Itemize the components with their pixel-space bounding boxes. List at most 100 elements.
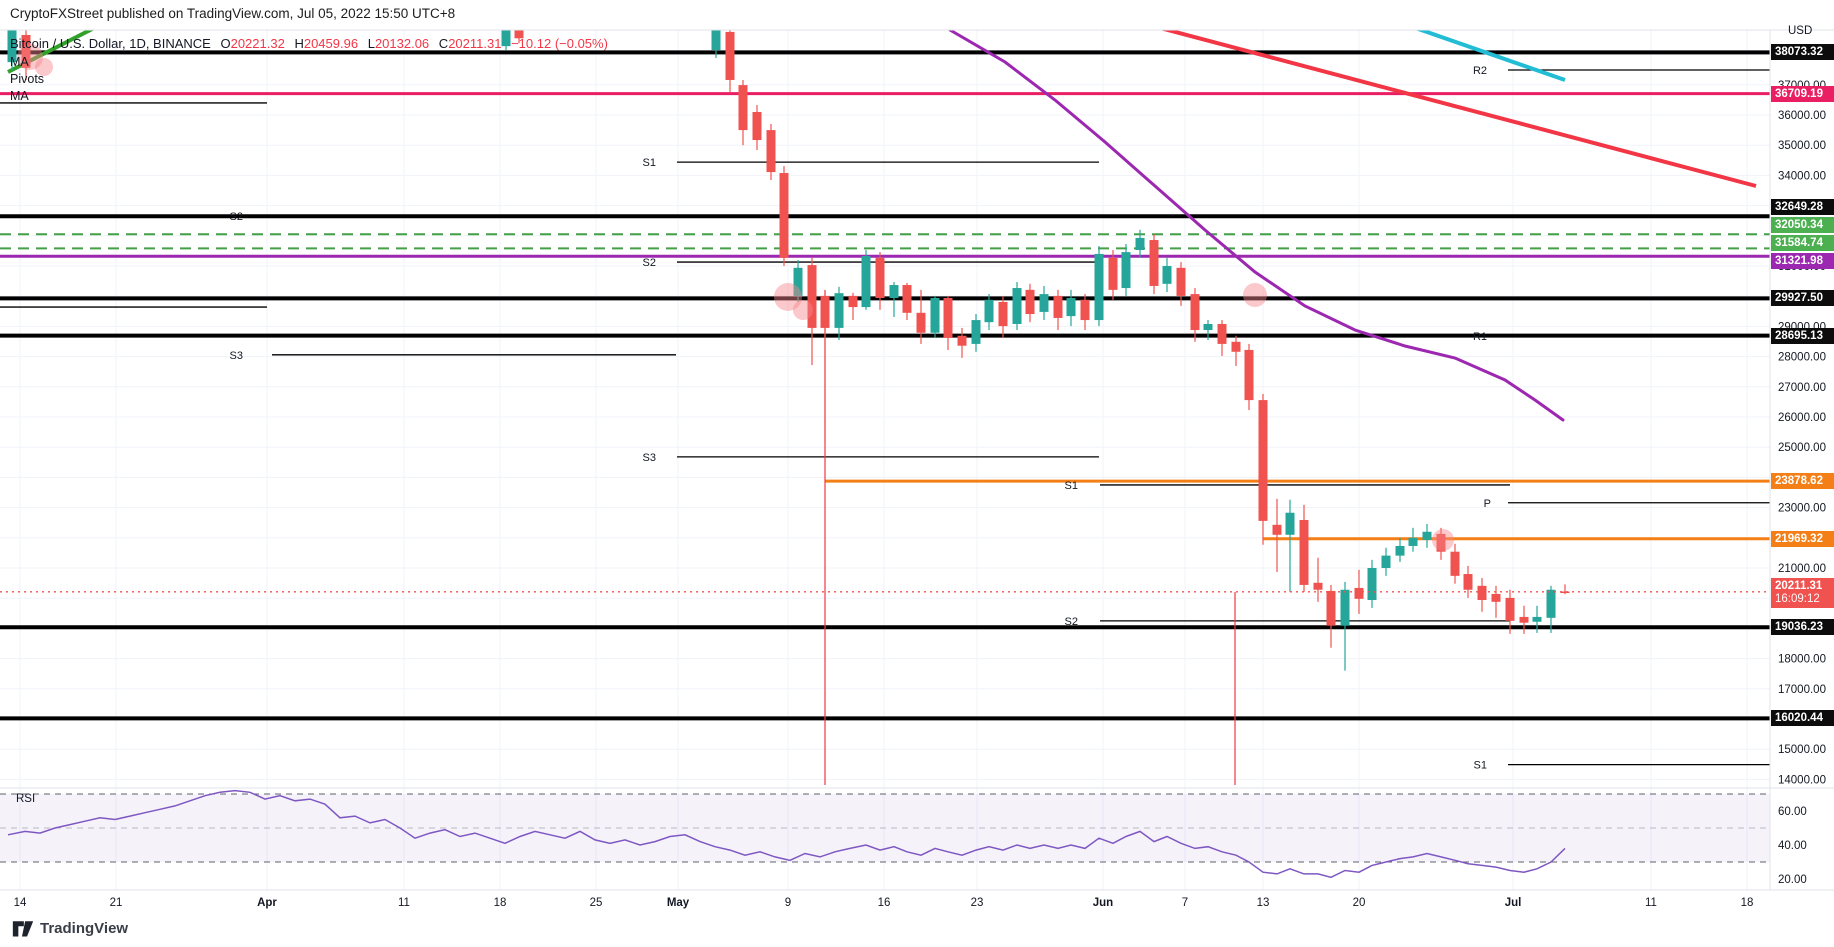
price-axis[interactable] xyxy=(1770,30,1834,890)
price-tick-label: 21000.00 xyxy=(1778,563,1826,575)
pivot-label-S2: S2 xyxy=(643,257,656,269)
candle xyxy=(1231,341,1241,352)
candle xyxy=(1340,589,1350,626)
candle xyxy=(1258,400,1268,521)
candle xyxy=(1491,593,1501,602)
open-label: O xyxy=(220,36,231,51)
candle xyxy=(834,293,844,328)
pivot-label-S1: S1 xyxy=(1474,760,1487,772)
candle xyxy=(1326,590,1336,626)
price-tick-label: 36000.00 xyxy=(1778,110,1826,122)
pivot-label-S3: S3 xyxy=(643,452,656,464)
date-tick-label: 11 xyxy=(1645,897,1657,909)
ma-curve xyxy=(948,30,1565,422)
pivot-label-S2: S2 xyxy=(230,211,243,223)
date-tick-label: 11 xyxy=(398,897,410,909)
candle xyxy=(930,298,940,333)
price-tick-label: 18000.00 xyxy=(1778,654,1826,666)
tradingview-attribution[interactable]: TradingView xyxy=(12,917,128,939)
candle xyxy=(943,298,953,338)
indicator-legend-ma-1[interactable]: MA xyxy=(10,55,29,69)
ohlc-values: O20221.32 H20459.96 L20132.06 C20211.31 xyxy=(214,36,505,51)
candle xyxy=(848,295,858,308)
candle xyxy=(1395,545,1405,556)
price-tick-label: 35000.00 xyxy=(1778,140,1826,152)
date-tick-label: 18 xyxy=(494,897,507,909)
candle xyxy=(514,30,524,39)
change-value: −10.12 (−0.05%) xyxy=(511,36,608,51)
candle xyxy=(1519,616,1529,623)
candle xyxy=(1477,585,1487,601)
candle xyxy=(779,172,789,258)
candle xyxy=(1381,555,1391,568)
rsi-indicator-label[interactable]: RSI xyxy=(16,793,36,805)
candle xyxy=(1285,512,1295,535)
price-tick-label: 15000.00 xyxy=(1778,744,1826,756)
rsi-tick-label: 20.00 xyxy=(1778,874,1807,886)
pane-content xyxy=(0,30,1770,785)
candle xyxy=(752,111,762,141)
candle xyxy=(1313,582,1323,590)
candle xyxy=(1560,591,1570,594)
candle xyxy=(1505,597,1515,621)
price-tick-label: 17000.00 xyxy=(1778,684,1826,696)
symbol-row[interactable]: Bitcoin / U.S. Dollar, 1D, BINANCE O2022… xyxy=(10,36,608,51)
date-tick-label: 14 xyxy=(14,897,27,909)
candle xyxy=(1162,266,1172,284)
pivot-label-S1: S1 xyxy=(643,157,656,169)
candle xyxy=(793,267,803,296)
candle xyxy=(1436,533,1446,552)
candle xyxy=(1354,587,1364,599)
candle xyxy=(1053,295,1063,318)
rsi-line xyxy=(7,789,1566,879)
date-tick-label: 16 xyxy=(878,897,891,909)
candle xyxy=(501,30,511,47)
candle xyxy=(1025,289,1035,315)
date-tick-label: 9 xyxy=(785,897,791,909)
candle xyxy=(7,30,17,63)
price-tick-label: 26000.00 xyxy=(1778,412,1826,424)
candle xyxy=(902,285,912,313)
candle xyxy=(21,34,31,68)
date-tick-label: 20 xyxy=(1353,897,1366,909)
close-label: C xyxy=(438,36,449,51)
pivot-label-S1: S1 xyxy=(1065,480,1078,492)
candle xyxy=(1149,240,1159,286)
date-tick-label: 18 xyxy=(1741,897,1754,909)
price-tick-label: 25000.00 xyxy=(1778,442,1826,454)
chart-legend: Bitcoin / U.S. Dollar, 1D, BINANCE O2022… xyxy=(10,36,608,105)
candle xyxy=(1203,323,1213,331)
indicator-legend-ma-2[interactable]: MA xyxy=(10,89,29,103)
candle xyxy=(1408,537,1418,546)
date-tick-label: Jun xyxy=(1093,897,1113,909)
low-label: L xyxy=(367,36,375,51)
rsi-tick-label: 40.00 xyxy=(1778,840,1807,852)
candle xyxy=(889,285,899,299)
candle xyxy=(984,299,994,323)
indicator-legend-pivots[interactable]: Pivots xyxy=(10,72,45,86)
candle xyxy=(1190,294,1200,331)
date-tick-label: 21 xyxy=(110,897,123,909)
candle xyxy=(1012,288,1022,324)
candle xyxy=(1080,299,1090,321)
candle xyxy=(861,256,871,308)
candle xyxy=(1039,294,1049,312)
pivot-label-S3: S3 xyxy=(230,350,243,362)
candle xyxy=(820,295,830,328)
date-tick-label: Apr xyxy=(257,897,277,909)
time-axis[interactable] xyxy=(0,890,1770,914)
candle xyxy=(1532,616,1542,622)
tradingview-logo-icon xyxy=(12,921,34,937)
price-tick-label: 27000.00 xyxy=(1778,382,1826,394)
close-value: 20211.31 xyxy=(448,36,502,51)
pivot-label-P: P xyxy=(1484,498,1491,510)
red-trendline xyxy=(1160,30,1757,188)
candle xyxy=(711,30,721,51)
open-value: 20221.32 xyxy=(230,36,285,51)
highlight-circle xyxy=(17,44,43,70)
price-tick-label: 23000.00 xyxy=(1778,503,1826,515)
pivot-label-R2: R2 xyxy=(1473,65,1487,77)
date-tick-label: 13 xyxy=(1257,897,1270,909)
